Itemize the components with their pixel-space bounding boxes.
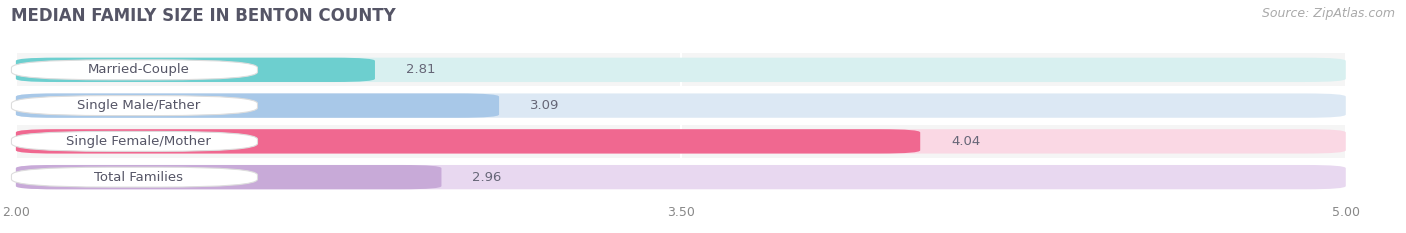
FancyBboxPatch shape [15, 93, 1346, 118]
FancyBboxPatch shape [15, 53, 1346, 86]
FancyBboxPatch shape [11, 60, 257, 80]
FancyBboxPatch shape [15, 129, 1346, 154]
Text: 2.96: 2.96 [472, 171, 502, 184]
FancyBboxPatch shape [15, 58, 375, 82]
Text: Total Families: Total Families [94, 171, 183, 184]
Text: Married-Couple: Married-Couple [89, 63, 190, 76]
FancyBboxPatch shape [11, 167, 257, 187]
FancyBboxPatch shape [11, 131, 257, 151]
FancyBboxPatch shape [15, 129, 920, 154]
FancyBboxPatch shape [15, 125, 1346, 158]
FancyBboxPatch shape [15, 89, 1346, 122]
Text: 4.04: 4.04 [952, 135, 980, 148]
Text: 3.09: 3.09 [530, 99, 560, 112]
FancyBboxPatch shape [11, 96, 257, 116]
FancyBboxPatch shape [15, 165, 1346, 189]
Text: 2.81: 2.81 [406, 63, 436, 76]
Text: MEDIAN FAMILY SIZE IN BENTON COUNTY: MEDIAN FAMILY SIZE IN BENTON COUNTY [11, 7, 396, 25]
FancyBboxPatch shape [15, 93, 499, 118]
Text: Source: ZipAtlas.com: Source: ZipAtlas.com [1261, 7, 1395, 20]
FancyBboxPatch shape [15, 161, 1346, 194]
Text: Single Male/Father: Single Male/Father [77, 99, 201, 112]
FancyBboxPatch shape [15, 165, 441, 189]
Text: Single Female/Mother: Single Female/Mother [66, 135, 211, 148]
FancyBboxPatch shape [15, 58, 1346, 82]
